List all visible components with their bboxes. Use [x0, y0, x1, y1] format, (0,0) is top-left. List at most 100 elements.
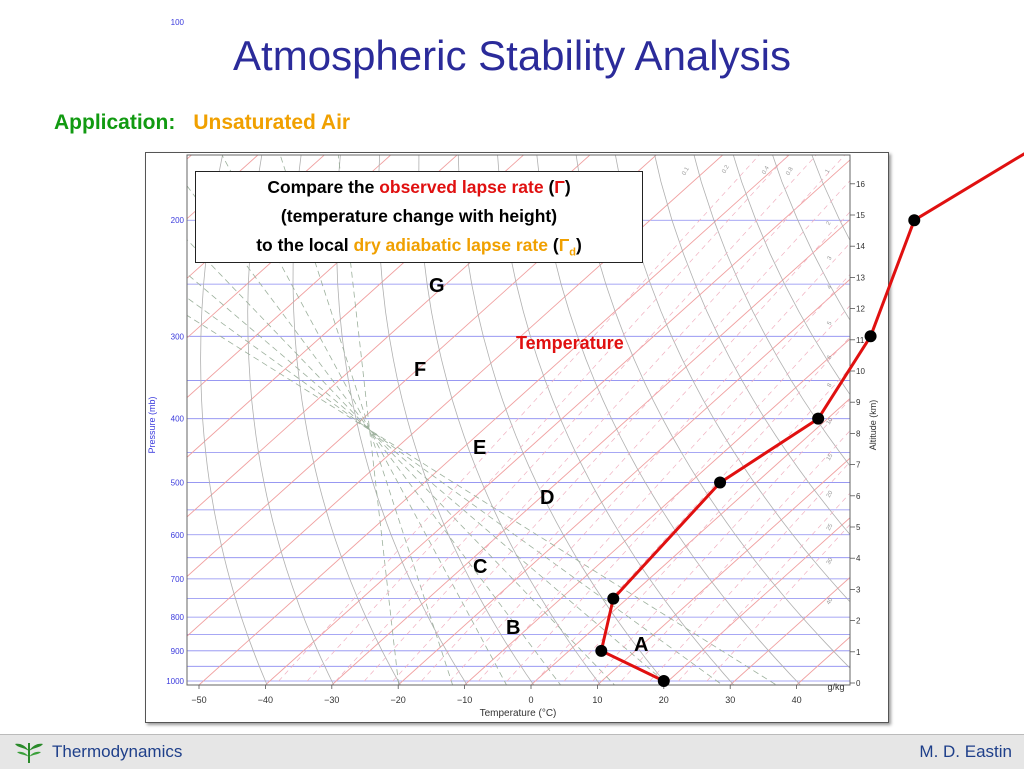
sounding-point	[657, 675, 670, 687]
pressure-tick-label: 900	[171, 647, 185, 656]
moist-adiabat-line	[337, 155, 400, 685]
sounding-point	[607, 592, 620, 605]
y-axis-title-right: Altitude (km)	[868, 400, 878, 451]
subtitle-value: Unsaturated Air	[193, 111, 351, 134]
dry-adiabat-line	[418, 155, 601, 685]
slide-title: Atmospheric Stability Analysis	[233, 32, 791, 79]
x-tick-label: 0	[528, 695, 533, 705]
mixing-ratio-line	[706, 523, 850, 682]
mixing-ratio-tick-label: 0.2	[721, 164, 731, 175]
dry-adiabatic-lapse-rate-text: dry adiabatic lapse rate	[353, 235, 548, 255]
isotherm-line	[331, 218, 850, 685]
mixing-ratio-tick-label: 20	[826, 490, 835, 499]
altitude-tick-label: 11	[856, 336, 865, 345]
x-tick-label: −50	[191, 695, 206, 705]
mixing-ratio-tick-label: 0.1	[681, 166, 691, 177]
isotherm-line	[796, 636, 850, 685]
mixing-ratio-tick-label: 25	[826, 523, 835, 532]
mixing-ratio-tick-label: 15	[826, 453, 835, 462]
altitude-tick-label: 12	[856, 305, 865, 314]
altitude-tick-label: 7	[856, 461, 861, 470]
isotherm-line	[729, 576, 850, 685]
moist-adiabat-line	[187, 297, 724, 685]
x-tick-label: 10	[592, 695, 602, 705]
subtitle-label: Application:	[54, 111, 176, 134]
segment-label-f: F	[414, 359, 427, 381]
pressure-tick-label: 700	[171, 575, 185, 584]
pressure-tick-label: 500	[171, 479, 185, 488]
callout-paren-open: (	[543, 177, 555, 197]
plot-border	[186, 154, 851, 686]
footer-course: Thermodynamics	[52, 742, 183, 761]
isotherm-line	[187, 155, 525, 458]
callout-line-2: (temperature change with height)	[280, 206, 558, 226]
x-tick-label: −10	[457, 695, 472, 705]
dry-adiabat-line	[200, 155, 268, 685]
dry-adiabat-line	[842, 22, 1024, 695]
isotherm-line	[187, 155, 259, 220]
mixing-ratio-line	[364, 155, 846, 682]
dry-adiabat-line	[614, 155, 850, 603]
pressure-tick-label: 200	[171, 216, 185, 225]
mixing-ratio-line	[278, 155, 760, 682]
x-tick-label: 40	[792, 695, 802, 705]
mixing-ratio-tick-label: 30	[826, 557, 835, 566]
dry-adiabat-line	[336, 155, 468, 685]
altitude-tick-label: 14	[856, 242, 865, 251]
dry-adiabat-line	[457, 155, 668, 685]
segment-label-d: D	[540, 487, 555, 509]
mixing-ratio-line	[478, 273, 850, 682]
mixing-ratio-line	[306, 155, 789, 682]
dry-adiabat-line	[980, 22, 1024, 695]
x-tick-label: −30	[324, 695, 339, 705]
callout-line-3: to the local dry adiabatic lapse rate (Γ…	[196, 231, 642, 268]
mixing-ratio-line	[678, 492, 850, 682]
dry-adiabat-line	[811, 155, 850, 242]
isotherm-line	[597, 457, 850, 685]
isotherm-line	[187, 155, 458, 399]
callout-paren-close-2: )	[575, 235, 582, 255]
y-axis-title-left: Pressure (mb)	[147, 396, 157, 453]
segment-label-c: C	[473, 556, 488, 578]
moist-adiabat-line	[187, 273, 670, 685]
dry-adiabat-line	[772, 155, 850, 321]
mixing-ratio-line	[335, 155, 817, 682]
mixing-ratio-line	[506, 305, 850, 682]
observed-lapse-rate-text: observed lapse rate	[379, 177, 544, 197]
mixing-ratio-line	[592, 398, 850, 682]
isotherm-line	[397, 278, 850, 685]
mixing-ratio-line	[421, 211, 850, 682]
mixing-ratio-line	[563, 367, 850, 682]
pressure-tick-label: 400	[171, 415, 185, 424]
altitude-tick-label: 0	[856, 679, 861, 688]
lapse-rate-callout: Compare the observed lapse rate (Γ) (tem…	[195, 171, 643, 263]
segment-label-g: G	[429, 275, 445, 297]
mixing-ratio-tick-label: 4	[827, 284, 834, 290]
mixing-ratio-unit: g/kg	[827, 682, 844, 692]
altitude-tick-label: 2	[856, 617, 861, 626]
segment-label-e: E	[473, 437, 487, 459]
pressure-tick-label: 300	[171, 332, 185, 341]
altitude-tick-label: 4	[856, 554, 861, 563]
temperature-label: Temperature	[516, 333, 624, 353]
segment-label-a: A	[634, 634, 649, 656]
callout-paren-close: )	[564, 177, 571, 197]
segment-label-b: B	[506, 617, 521, 639]
dry-adiabat-line	[945, 22, 1024, 695]
x-axis-title: Temperature (°C)	[480, 708, 557, 719]
sounding-point	[812, 412, 825, 425]
isotherm-line	[530, 397, 850, 685]
dry-adiabat-line	[247, 155, 335, 685]
isotherm-line	[187, 155, 591, 518]
pressure-tick-label: 800	[171, 613, 185, 622]
altitude-tick-label: 6	[856, 492, 861, 501]
sounding-point	[908, 214, 921, 227]
temperature-profile-line	[599, 152, 1024, 683]
gamma-symbol: Γ	[554, 177, 565, 197]
x-tick-label: 20	[659, 695, 669, 705]
pressure-tick-label: 1000	[166, 677, 184, 686]
footer-bar: Thermodynamics M. D. Eastin	[0, 734, 1024, 769]
mixing-ratio-tick-label: 6	[827, 354, 834, 360]
moist-adiabat-line	[187, 185, 562, 685]
